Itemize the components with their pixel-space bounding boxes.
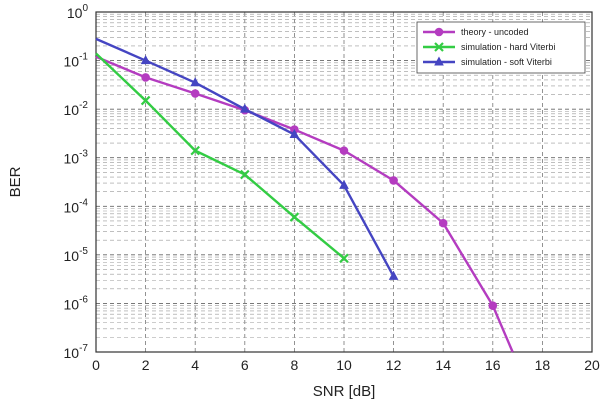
y-tick-base: 10 xyxy=(64,54,80,70)
series-line xyxy=(95,55,514,353)
y-tick-label: 10-1 xyxy=(64,52,89,70)
marker-circle xyxy=(339,146,349,155)
x-tick-label: 14 xyxy=(435,357,451,373)
legend-entry: simulation - soft Viterbi xyxy=(423,56,552,67)
y-tick-exponent: -7 xyxy=(79,343,88,354)
marker-triangle xyxy=(339,179,349,189)
x-tick-label: 6 xyxy=(241,357,249,373)
x-tick-label: 16 xyxy=(485,357,501,373)
marker-triangle xyxy=(434,56,444,66)
series xyxy=(95,37,514,353)
marker-x-stroke xyxy=(339,253,349,264)
marker-triangle xyxy=(239,103,250,113)
x-tick-label: 10 xyxy=(336,357,352,373)
marker-circle xyxy=(488,301,498,310)
marker-x-stroke xyxy=(240,169,250,180)
x-tick-label: 8 xyxy=(291,357,299,373)
y-tick-label: 100 xyxy=(67,3,89,21)
y-tick-base: 10 xyxy=(64,151,80,167)
y-tick-exponent: -6 xyxy=(79,294,88,305)
y-tick-label: 10-3 xyxy=(64,149,89,167)
y-tick-label: 10-6 xyxy=(64,294,89,312)
plot-frame xyxy=(95,11,593,353)
legend-label: simulation - soft Viterbi xyxy=(461,57,552,67)
legend-label: simulation - hard Viterbi xyxy=(461,42,555,52)
marker-circle xyxy=(438,218,448,228)
y-tick-base: 10 xyxy=(64,296,80,312)
x-tick-label: 2 xyxy=(142,357,150,373)
y-tick-exponent: -5 xyxy=(79,246,88,257)
x-tick-labels: 0 2 4 6 8 10 12 14 16 18 20 xyxy=(92,357,600,373)
marker-triangle xyxy=(190,77,201,87)
marker-x xyxy=(289,212,300,222)
marker-circle xyxy=(141,73,150,82)
marker-circle xyxy=(389,176,398,185)
marker-x xyxy=(140,95,151,106)
y-tick-exponent: -1 xyxy=(79,52,88,63)
legend-entry: simulation - hard Viterbi xyxy=(423,42,555,52)
y-tick-label: 10-4 xyxy=(64,197,89,215)
marker-x-stroke xyxy=(289,212,300,222)
series-triangle xyxy=(95,37,399,280)
marker-circle xyxy=(190,89,200,98)
series-x xyxy=(95,52,349,264)
x-tick-label: 20 xyxy=(584,357,600,373)
y-tick-base: 10 xyxy=(64,345,80,361)
legend: theory - uncoded simulation - hard Viterb… xyxy=(416,21,586,74)
y-tick-exponent: -3 xyxy=(79,149,88,160)
y-tick-label: 10-5 xyxy=(64,246,89,264)
x-tick-label: 4 xyxy=(191,357,199,373)
marker-x-stroke xyxy=(434,42,444,52)
y-tick-base: 10 xyxy=(64,102,80,118)
marker-triangle xyxy=(289,128,300,139)
x-tick-label: 0 xyxy=(92,357,100,373)
marker-triangle xyxy=(388,270,399,280)
y-tick-exponent: -4 xyxy=(79,197,88,208)
y-tick-base: 10 xyxy=(64,248,80,264)
marker-x-stroke xyxy=(140,95,151,106)
series-line xyxy=(95,52,345,260)
marker-x-stroke xyxy=(190,145,200,156)
x-tick-label: 18 xyxy=(535,357,551,373)
y-tick-exponent: 0 xyxy=(82,3,88,14)
series-circle xyxy=(95,55,514,353)
x-axis-label: SNR [dB] xyxy=(313,383,376,400)
legend-label: theory - uncoded xyxy=(461,27,529,37)
marker-x xyxy=(240,169,250,180)
marker-x xyxy=(190,145,200,156)
y-axis-label: BER xyxy=(7,166,24,197)
y-tick-base: 10 xyxy=(67,5,83,21)
marker-circle xyxy=(434,27,444,37)
legend-entry: theory - uncoded xyxy=(423,27,529,37)
marker-x xyxy=(434,42,444,52)
y-tick-label: 10-7 xyxy=(64,343,89,361)
y-tick-label: 10-2 xyxy=(64,100,89,118)
y-tick-exponent: -2 xyxy=(79,100,88,111)
y-tick-base: 10 xyxy=(64,199,80,215)
marker-x xyxy=(339,253,349,264)
x-tick-label: 12 xyxy=(386,357,402,373)
marker-triangle xyxy=(140,55,151,65)
